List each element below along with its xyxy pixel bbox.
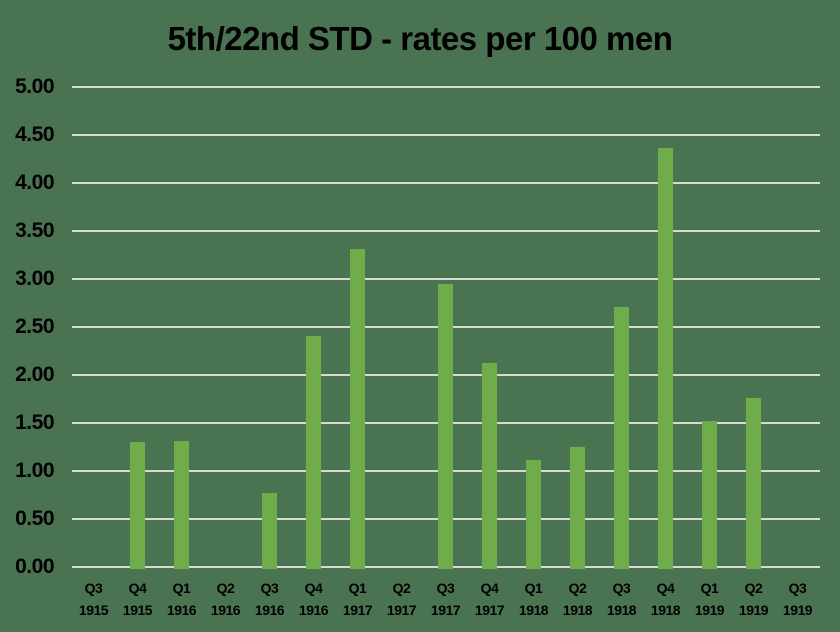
y-tick-label: 0.50	[15, 507, 54, 530]
chart-title: 5th/22nd STD - rates per 100 men	[167, 20, 673, 57]
y-tick-label: 4.50	[15, 123, 54, 146]
y-tick-label: 3.50	[15, 219, 54, 242]
bar-Q4-1916	[306, 335, 321, 569]
bar-Q3-1917	[438, 283, 453, 569]
x-tick-quarter: Q4	[656, 580, 675, 596]
x-tick-year: 1919	[782, 602, 813, 618]
x-tick-label-Q4-1916: Q4 1916	[291, 577, 337, 621]
x-tick-quarter: Q1	[348, 580, 367, 596]
y-tick-label: 0.00	[15, 555, 54, 578]
y-tick-label: 5.00	[15, 75, 54, 98]
x-tick-year: 1919	[694, 602, 725, 618]
gridline-5.00	[71, 86, 820, 88]
y-tick-label: 1.00	[15, 459, 54, 482]
x-tick-quarter: Q2	[216, 580, 235, 596]
x-tick-year: 1918	[606, 602, 637, 618]
x-tick-year: 1918	[562, 602, 593, 618]
x-tick-quarter: Q2	[392, 580, 411, 596]
gridline-3.50	[71, 230, 820, 232]
x-tick-quarter: Q3	[436, 580, 455, 596]
bar-Q4-1918	[658, 148, 673, 569]
x-tick-quarter: Q3	[84, 580, 103, 596]
x-tick-quarter: Q3	[788, 580, 807, 596]
x-tick-quarter: Q4	[304, 580, 323, 596]
x-tick-year: 1917	[386, 602, 417, 618]
x-tick-label-Q1-1917: Q1 1917	[335, 577, 381, 621]
gridline-3.00	[71, 278, 820, 280]
x-tick-label-Q3-1916: Q3 1916	[247, 577, 293, 621]
x-tick-label-Q2-1918: Q2 1918	[555, 577, 601, 621]
x-tick-year: 1916	[210, 602, 241, 618]
bar-Q1-1916	[174, 441, 189, 569]
x-tick-year: 1918	[518, 602, 549, 618]
bar-Q4-1915	[130, 442, 145, 569]
bar-Q1-1919	[702, 421, 717, 569]
gridline-4.00	[71, 182, 820, 184]
x-tick-label-Q2-1916: Q2 1916	[203, 577, 249, 621]
x-tick-year: 1916	[298, 602, 329, 618]
x-tick-label-Q3-1918: Q3 1918	[599, 577, 645, 621]
y-tick-label: 2.00	[15, 363, 54, 386]
x-tick-quarter: Q1	[524, 580, 543, 596]
x-tick-year: 1917	[430, 602, 461, 618]
x-tick-quarter: Q3	[612, 580, 631, 596]
bar-Q2-1918	[570, 447, 585, 569]
y-tick-label: 4.00	[15, 171, 54, 194]
x-tick-quarter: Q1	[172, 580, 191, 596]
x-tick-year: 1919	[738, 602, 769, 618]
x-tick-label-Q2-1919: Q2 1919	[731, 577, 777, 621]
bar-Q3-1918	[614, 306, 629, 569]
bar-Q4-1917	[482, 363, 497, 569]
bar-Q2-1919	[746, 398, 761, 569]
x-tick-year: 1916	[254, 602, 285, 618]
gridline-4.50	[71, 134, 820, 136]
x-tick-year: 1917	[342, 602, 373, 618]
x-tick-quarter: Q3	[260, 580, 279, 596]
x-tick-quarter: Q2	[568, 580, 587, 596]
x-tick-label-Q1-1919: Q1 1919	[687, 577, 733, 621]
x-tick-label-Q3-1917: Q3 1917	[423, 577, 469, 621]
x-tick-label-Q4-1917: Q4 1917	[467, 577, 513, 621]
y-tick-label: 2.50	[15, 315, 54, 338]
x-tick-label-Q4-1918: Q4 1918	[643, 577, 689, 621]
x-tick-year: 1916	[166, 602, 197, 618]
x-tick-quarter: Q1	[700, 580, 719, 596]
x-tick-quarter: Q4	[128, 580, 147, 596]
x-tick-label-Q3-1919: Q3 1919	[775, 577, 821, 621]
x-tick-quarter: Q4	[480, 580, 499, 596]
x-tick-label-Q4-1915: Q4 1915	[115, 577, 161, 621]
x-tick-year: 1915	[78, 602, 109, 618]
x-tick-label-Q2-1917: Q2 1917	[379, 577, 425, 621]
y-tick-label: 3.00	[15, 267, 54, 290]
x-tick-quarter: Q2	[744, 580, 763, 596]
x-tick-year: 1917	[474, 602, 505, 618]
y-tick-label: 1.50	[15, 411, 54, 434]
x-tick-label-Q1-1918: Q1 1918	[511, 577, 557, 621]
x-tick-label-Q1-1916: Q1 1916	[159, 577, 205, 621]
x-tick-year: 1915	[122, 602, 153, 618]
bar-Q1-1918	[526, 460, 541, 569]
x-tick-label-Q3-1915: Q3 1915	[71, 577, 117, 621]
bar-Q3-1916	[262, 493, 277, 569]
x-tick-year: 1918	[650, 602, 681, 618]
bar-Q1-1917	[350, 249, 365, 569]
